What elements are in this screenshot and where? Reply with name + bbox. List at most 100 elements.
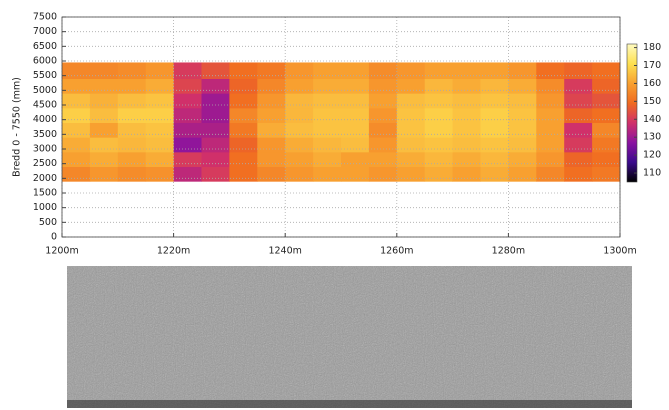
heatmap-cell xyxy=(368,107,398,123)
heatmap-cell xyxy=(564,62,593,79)
colorbar-tick-label: 170 xyxy=(643,60,661,71)
heatmap-cell xyxy=(452,166,481,182)
heatmap-cell xyxy=(229,93,258,109)
colorbar-tick-label: 150 xyxy=(643,96,661,107)
colorbar-tick-label: 120 xyxy=(643,150,661,161)
heatmap-cell xyxy=(396,78,426,94)
heatmap-cell xyxy=(452,122,481,138)
heatmap-cell xyxy=(89,93,119,109)
heatmap-cell xyxy=(257,166,286,182)
heatmap-cell xyxy=(285,93,314,109)
y-tick-label: 6500 xyxy=(33,41,57,52)
heatmap-cell xyxy=(396,151,426,167)
y-axis-label: Bredd 0 - 7550 (mm) xyxy=(12,77,23,177)
heatmap-cell xyxy=(145,78,174,94)
heatmap-cell xyxy=(62,137,91,153)
heatmap-cell xyxy=(313,93,342,109)
heatmap-cell xyxy=(368,78,398,94)
y-tick-label: 2500 xyxy=(33,158,57,169)
heatmap-cell xyxy=(452,78,481,94)
colorbar-tick-label: 110 xyxy=(643,168,661,179)
heatmap-cell xyxy=(89,166,119,182)
heatmap-cell xyxy=(564,166,593,182)
heatmap-cell xyxy=(564,122,593,138)
heatmap-cell xyxy=(536,107,565,123)
colorbar-tick-label: 140 xyxy=(643,114,661,125)
heatmap-cell xyxy=(452,107,481,123)
heatmap-cell xyxy=(145,166,174,182)
heatmap-cell xyxy=(62,166,91,182)
heatmap-cell xyxy=(229,137,258,153)
plot-frame xyxy=(61,16,621,238)
heatmap-cell xyxy=(117,137,147,153)
heatmap-cell xyxy=(229,78,258,94)
heatmap-cell xyxy=(508,78,537,94)
heatmap-cell xyxy=(145,107,174,123)
heatmap-cell xyxy=(396,166,426,182)
heatmap-cell xyxy=(452,93,481,109)
heatmap-cell xyxy=(313,122,342,138)
heatmap-cell xyxy=(536,78,565,94)
y-tick-label: 1000 xyxy=(33,202,57,213)
heatmap-cell xyxy=(117,166,147,182)
heatmap-cell xyxy=(368,166,398,182)
heatmap-cell xyxy=(89,137,119,153)
heatmap-cell xyxy=(145,137,174,153)
y-tick-label: 2000 xyxy=(33,173,57,184)
heatmap-cell xyxy=(173,93,202,109)
heatmap-cell xyxy=(313,166,342,182)
heatmap-cell xyxy=(313,62,342,79)
heatmap-cell xyxy=(62,107,91,123)
heatmap-cell xyxy=(564,78,593,94)
heatmap-cell xyxy=(173,78,202,94)
heatmap-cell xyxy=(117,78,147,94)
heatmap-cell xyxy=(285,137,314,153)
heatmap-cell xyxy=(424,122,453,138)
heatmap-cell xyxy=(508,93,537,109)
heatmap-cell xyxy=(257,151,286,167)
heatmap-cell xyxy=(480,78,509,94)
y-tick-label: 4500 xyxy=(33,100,57,111)
heatmap-cell xyxy=(592,107,621,123)
x-tick-label: 1220m xyxy=(157,246,190,257)
heatmap-cell xyxy=(424,93,453,109)
heatmap-cell xyxy=(480,62,509,79)
heatmap-cell xyxy=(173,122,202,138)
heatmap-cell xyxy=(508,62,537,79)
heatmap-cell xyxy=(341,151,370,167)
heatmap-cell xyxy=(145,122,174,138)
heatmap-cell xyxy=(173,151,202,167)
heatmap-cell xyxy=(173,137,202,153)
heatmap-cell xyxy=(424,137,453,153)
heatmap-cell xyxy=(229,62,258,79)
heatmap-cell xyxy=(396,107,426,123)
heatmap-cell xyxy=(592,62,621,79)
heatmap-cell xyxy=(285,122,314,138)
heatmap-cell xyxy=(257,62,286,79)
heatmap-cell xyxy=(592,137,621,153)
y-tick-label: 3500 xyxy=(33,129,57,140)
heatmap-cell xyxy=(145,93,174,109)
heatmap-cell xyxy=(536,62,565,79)
heatmap-cell xyxy=(313,137,342,153)
colorbar-tick-label: 160 xyxy=(643,78,661,89)
heatmap-cell xyxy=(201,151,230,167)
heatmap-cell xyxy=(592,122,621,138)
heatmap-cell xyxy=(592,93,621,109)
heatmap-cell xyxy=(62,78,91,94)
colorbar xyxy=(626,43,638,183)
heatmap-cell xyxy=(341,166,370,182)
colorbar-tick-label: 130 xyxy=(643,132,661,143)
y-tick-label: 5500 xyxy=(33,70,57,81)
heatmap-cell xyxy=(368,93,398,109)
x-tick-label: 1280m xyxy=(492,246,525,257)
x-tick-label: 1260m xyxy=(380,246,413,257)
heatmap-cell xyxy=(564,137,593,153)
colorbar-tick-label: 180 xyxy=(643,42,661,53)
heatmap-cell xyxy=(396,62,426,79)
heatmap-cell xyxy=(229,151,258,167)
y-tick-label: 4000 xyxy=(33,114,57,125)
heatmap-cell xyxy=(117,107,147,123)
heatmap-cell xyxy=(285,107,314,123)
